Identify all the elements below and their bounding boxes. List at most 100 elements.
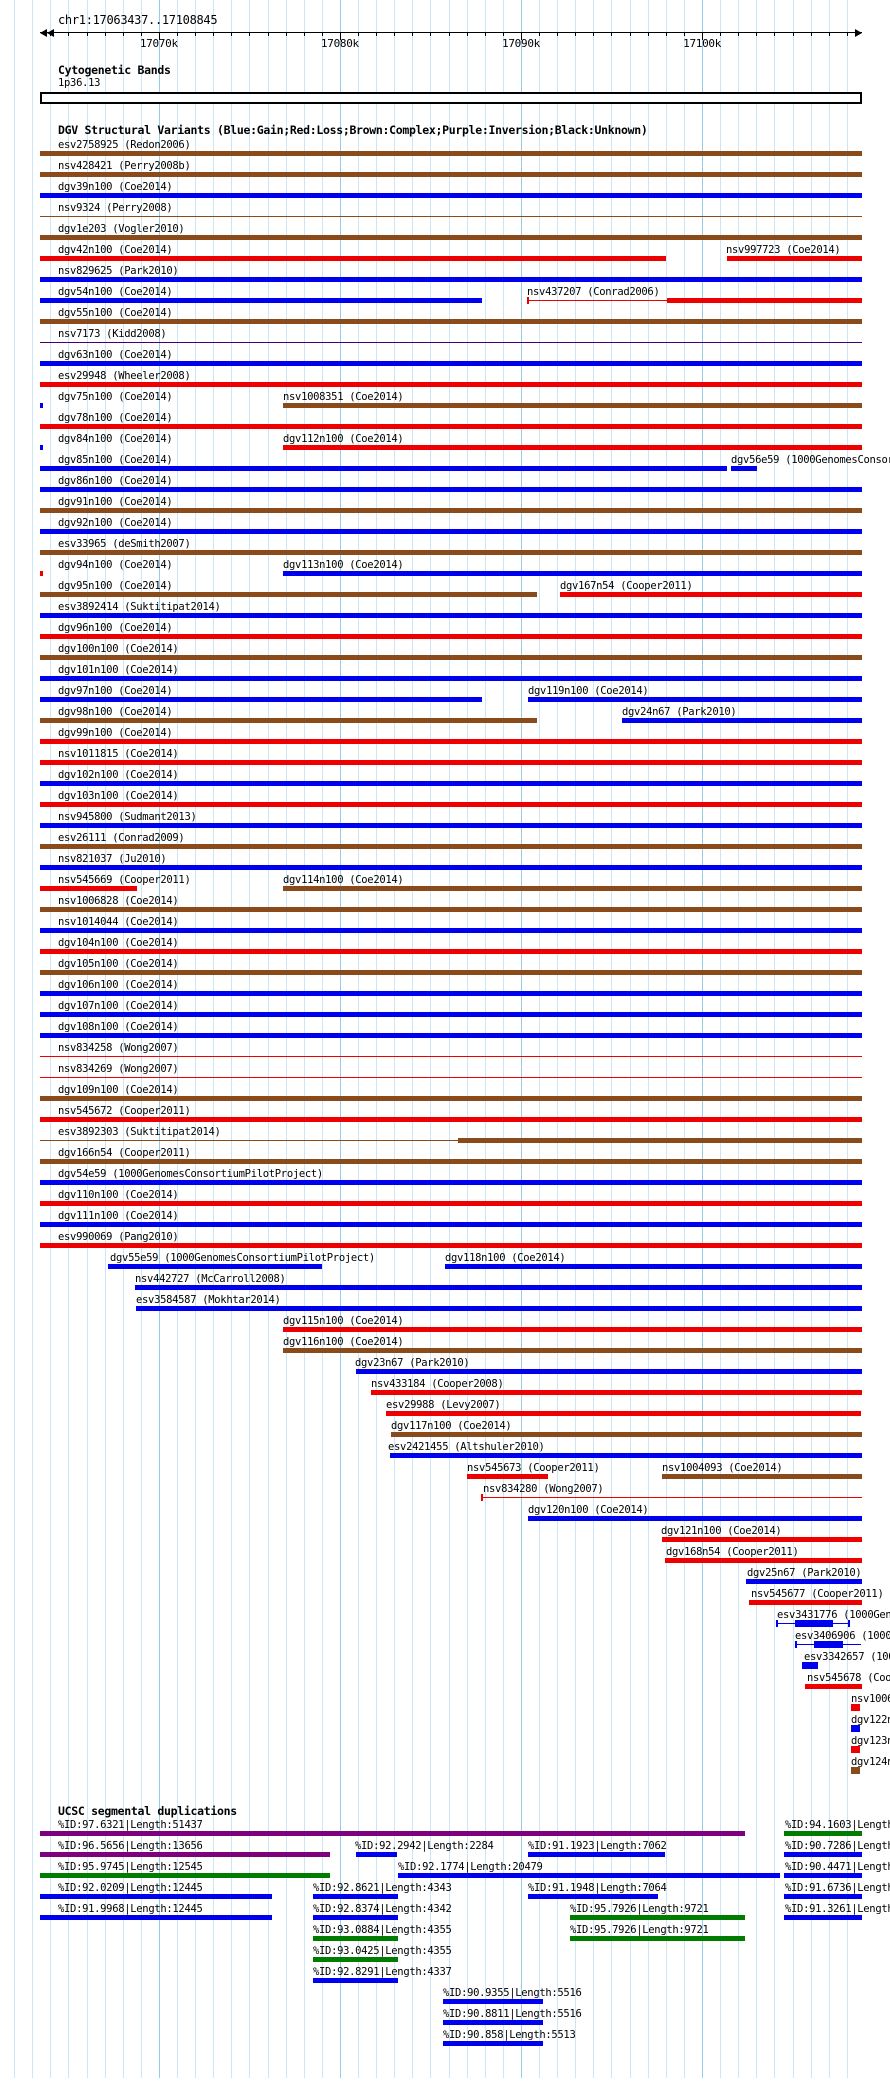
variant-bar[interactable] <box>40 676 862 681</box>
segdup-label[interactable]: %ID:90.9355|Length:5516 <box>443 1987 582 1999</box>
variant-bar[interactable] <box>40 1243 862 1248</box>
segdup-bar[interactable] <box>443 2041 543 2046</box>
variant-bar[interactable] <box>40 1140 458 1141</box>
variant-bar[interactable] <box>40 216 862 217</box>
variant-label[interactable]: dgv25n67 (Park2010) <box>747 1567 862 1579</box>
variant-bar[interactable] <box>40 172 862 177</box>
variant-label[interactable]: nsv1006 <box>851 1693 890 1705</box>
variant-bar[interactable] <box>356 1369 862 1374</box>
variant-label[interactable]: dgv54n100 (Coe2014) <box>58 286 173 298</box>
variant-label[interactable]: dgv55n100 (Coe2014) <box>58 307 173 319</box>
variant-label[interactable]: dgv111n100 (Coe2014) <box>58 1210 179 1222</box>
variant-bar[interactable] <box>386 1411 861 1416</box>
variant-bar[interactable] <box>40 613 862 618</box>
segdup-bar[interactable] <box>398 1873 780 1878</box>
segdup-bar[interactable] <box>40 1873 330 1878</box>
variant-label[interactable]: nsv545678 (Coo <box>807 1672 890 1684</box>
variant-bar[interactable] <box>283 403 862 408</box>
variant-label[interactable]: dgv167n54 (Cooper2011) <box>560 580 693 592</box>
segdup-label[interactable]: %ID:91.6736|Length <box>785 1882 890 1894</box>
variant-bar[interactable] <box>40 277 862 282</box>
variant-bar[interactable] <box>40 718 537 723</box>
variant-label[interactable]: nsv545672 (Cooper2011) <box>58 1105 191 1117</box>
variant-label[interactable]: nsv545673 (Cooper2011) <box>467 1462 600 1474</box>
variant-label[interactable]: nsv1008351 (Coe2014) <box>283 391 404 403</box>
variant-label[interactable]: esv33965 (deSmith2007) <box>58 538 191 550</box>
variant-label[interactable]: dgv92n100 (Coe2014) <box>58 517 173 529</box>
segdup-label[interactable]: %ID:92.8621|Length:4343 <box>313 1882 452 1894</box>
variant-bar[interactable] <box>40 529 862 534</box>
segdup-bar[interactable] <box>528 1894 658 1899</box>
variant-label[interactable]: esv990069 (Pang2010) <box>58 1231 179 1243</box>
segdup-bar[interactable] <box>784 1915 862 1920</box>
segdup-bar[interactable] <box>40 1852 330 1857</box>
segdup-bar[interactable] <box>313 1894 398 1899</box>
segdup-bar[interactable] <box>784 1852 862 1857</box>
variant-label[interactable]: dgv1e203 (Vogler2010) <box>58 223 185 235</box>
segdup-label[interactable]: %ID:91.3261|Length <box>785 1903 890 1915</box>
segdup-bar[interactable] <box>784 1831 862 1836</box>
variant-bar[interactable] <box>795 1620 833 1627</box>
variant-label[interactable]: dgv108n100 (Coe2014) <box>58 1021 179 1033</box>
variant-label[interactable]: nsv1006828 (Coe2014) <box>58 895 179 907</box>
variant-label[interactable]: dgv106n100 (Coe2014) <box>58 979 179 991</box>
variant-label[interactable]: dgv168n54 (Cooper2011) <box>666 1546 799 1558</box>
variant-label[interactable]: dgv107n100 (Coe2014) <box>58 1000 179 1012</box>
segdup-label[interactable]: %ID:95.9745|Length:12545 <box>58 1861 203 1873</box>
segdup-label[interactable]: %ID:95.7926|Length:9721 <box>570 1924 709 1936</box>
variant-label[interactable]: dgv42n100 (Coe2014) <box>58 244 173 256</box>
variant-label[interactable]: dgv99n100 (Coe2014) <box>58 727 173 739</box>
variant-bar[interactable] <box>40 739 862 744</box>
variant-label[interactable]: dgv124n <box>851 1756 890 1768</box>
variant-label[interactable]: dgv100n100 (Coe2014) <box>58 643 179 655</box>
variant-bar[interactable] <box>458 1138 862 1143</box>
variant-label[interactable]: nsv834269 (Wong2007) <box>58 1063 179 1075</box>
variant-label[interactable]: dgv56e59 (1000GenomesConsor <box>731 454 890 466</box>
variant-label[interactable]: dgv84n100 (Coe2014) <box>58 433 173 445</box>
variant-label[interactable]: dgv116n100 (Coe2014) <box>283 1336 404 1348</box>
segdup-label[interactable]: %ID:91.1948|Length:7064 <box>528 1882 667 1894</box>
variant-label[interactable]: dgv95n100 (Coe2014) <box>58 580 173 592</box>
variant-bar[interactable] <box>108 1264 322 1269</box>
variant-label[interactable]: dgv109n100 (Coe2014) <box>58 1084 179 1096</box>
variant-bar[interactable] <box>40 823 862 828</box>
variant-bar[interactable] <box>40 844 862 849</box>
segdup-bar[interactable] <box>313 1915 398 1920</box>
variant-bar[interactable] <box>390 1453 862 1458</box>
variant-label[interactable]: nsv545669 (Cooper2011) <box>58 874 191 886</box>
variant-bar[interactable] <box>40 319 862 324</box>
variant-bar[interactable] <box>445 1264 862 1269</box>
variant-bar[interactable] <box>40 1033 862 1038</box>
variant-label[interactable]: nsv1004093 (Coe2014) <box>662 1462 783 1474</box>
variant-label[interactable]: dgv103n100 (Coe2014) <box>58 790 179 802</box>
variant-bar[interactable] <box>731 466 757 471</box>
variant-label[interactable]: dgv118n100 (Coe2014) <box>445 1252 566 1264</box>
variant-bar[interactable] <box>851 1767 860 1774</box>
variant-bar[interactable] <box>40 151 862 156</box>
segdup-bar[interactable] <box>570 1936 745 1941</box>
variant-bar[interactable] <box>481 1497 862 1498</box>
variant-bar[interactable] <box>283 445 862 450</box>
variant-bar[interactable] <box>40 760 862 765</box>
variant-label[interactable]: nsv428421 (Perry2008b) <box>58 160 191 172</box>
variant-bar[interactable] <box>40 865 862 870</box>
variant-bar[interactable] <box>560 592 862 597</box>
variant-label[interactable]: dgv114n100 (Coe2014) <box>283 874 404 886</box>
variant-bar[interactable] <box>40 1117 862 1122</box>
variant-bar[interactable] <box>40 1201 862 1206</box>
variant-bar[interactable] <box>528 1516 862 1521</box>
variant-label[interactable]: dgv113n100 (Coe2014) <box>283 559 404 571</box>
variant-bar[interactable] <box>40 697 482 702</box>
variant-bar[interactable] <box>40 1096 862 1101</box>
variant-bar[interactable] <box>665 1558 862 1563</box>
variant-bar[interactable] <box>135 1285 862 1290</box>
segdup-bar[interactable] <box>528 1852 665 1857</box>
variant-label[interactable]: nsv433184 (Cooper2008) <box>371 1378 504 1390</box>
variant-bar[interactable] <box>40 928 862 933</box>
variant-label[interactable]: dgv54e59 (1000GenomesConsortiumPilotProj… <box>58 1168 323 1180</box>
variant-bar[interactable] <box>662 1474 862 1479</box>
variant-bar[interactable] <box>805 1684 862 1689</box>
variant-label[interactable]: esv26111 (Conrad2009) <box>58 832 185 844</box>
segdup-label[interactable]: %ID:92.0209|Length:12445 <box>58 1882 203 1894</box>
variant-bar[interactable] <box>814 1641 843 1648</box>
